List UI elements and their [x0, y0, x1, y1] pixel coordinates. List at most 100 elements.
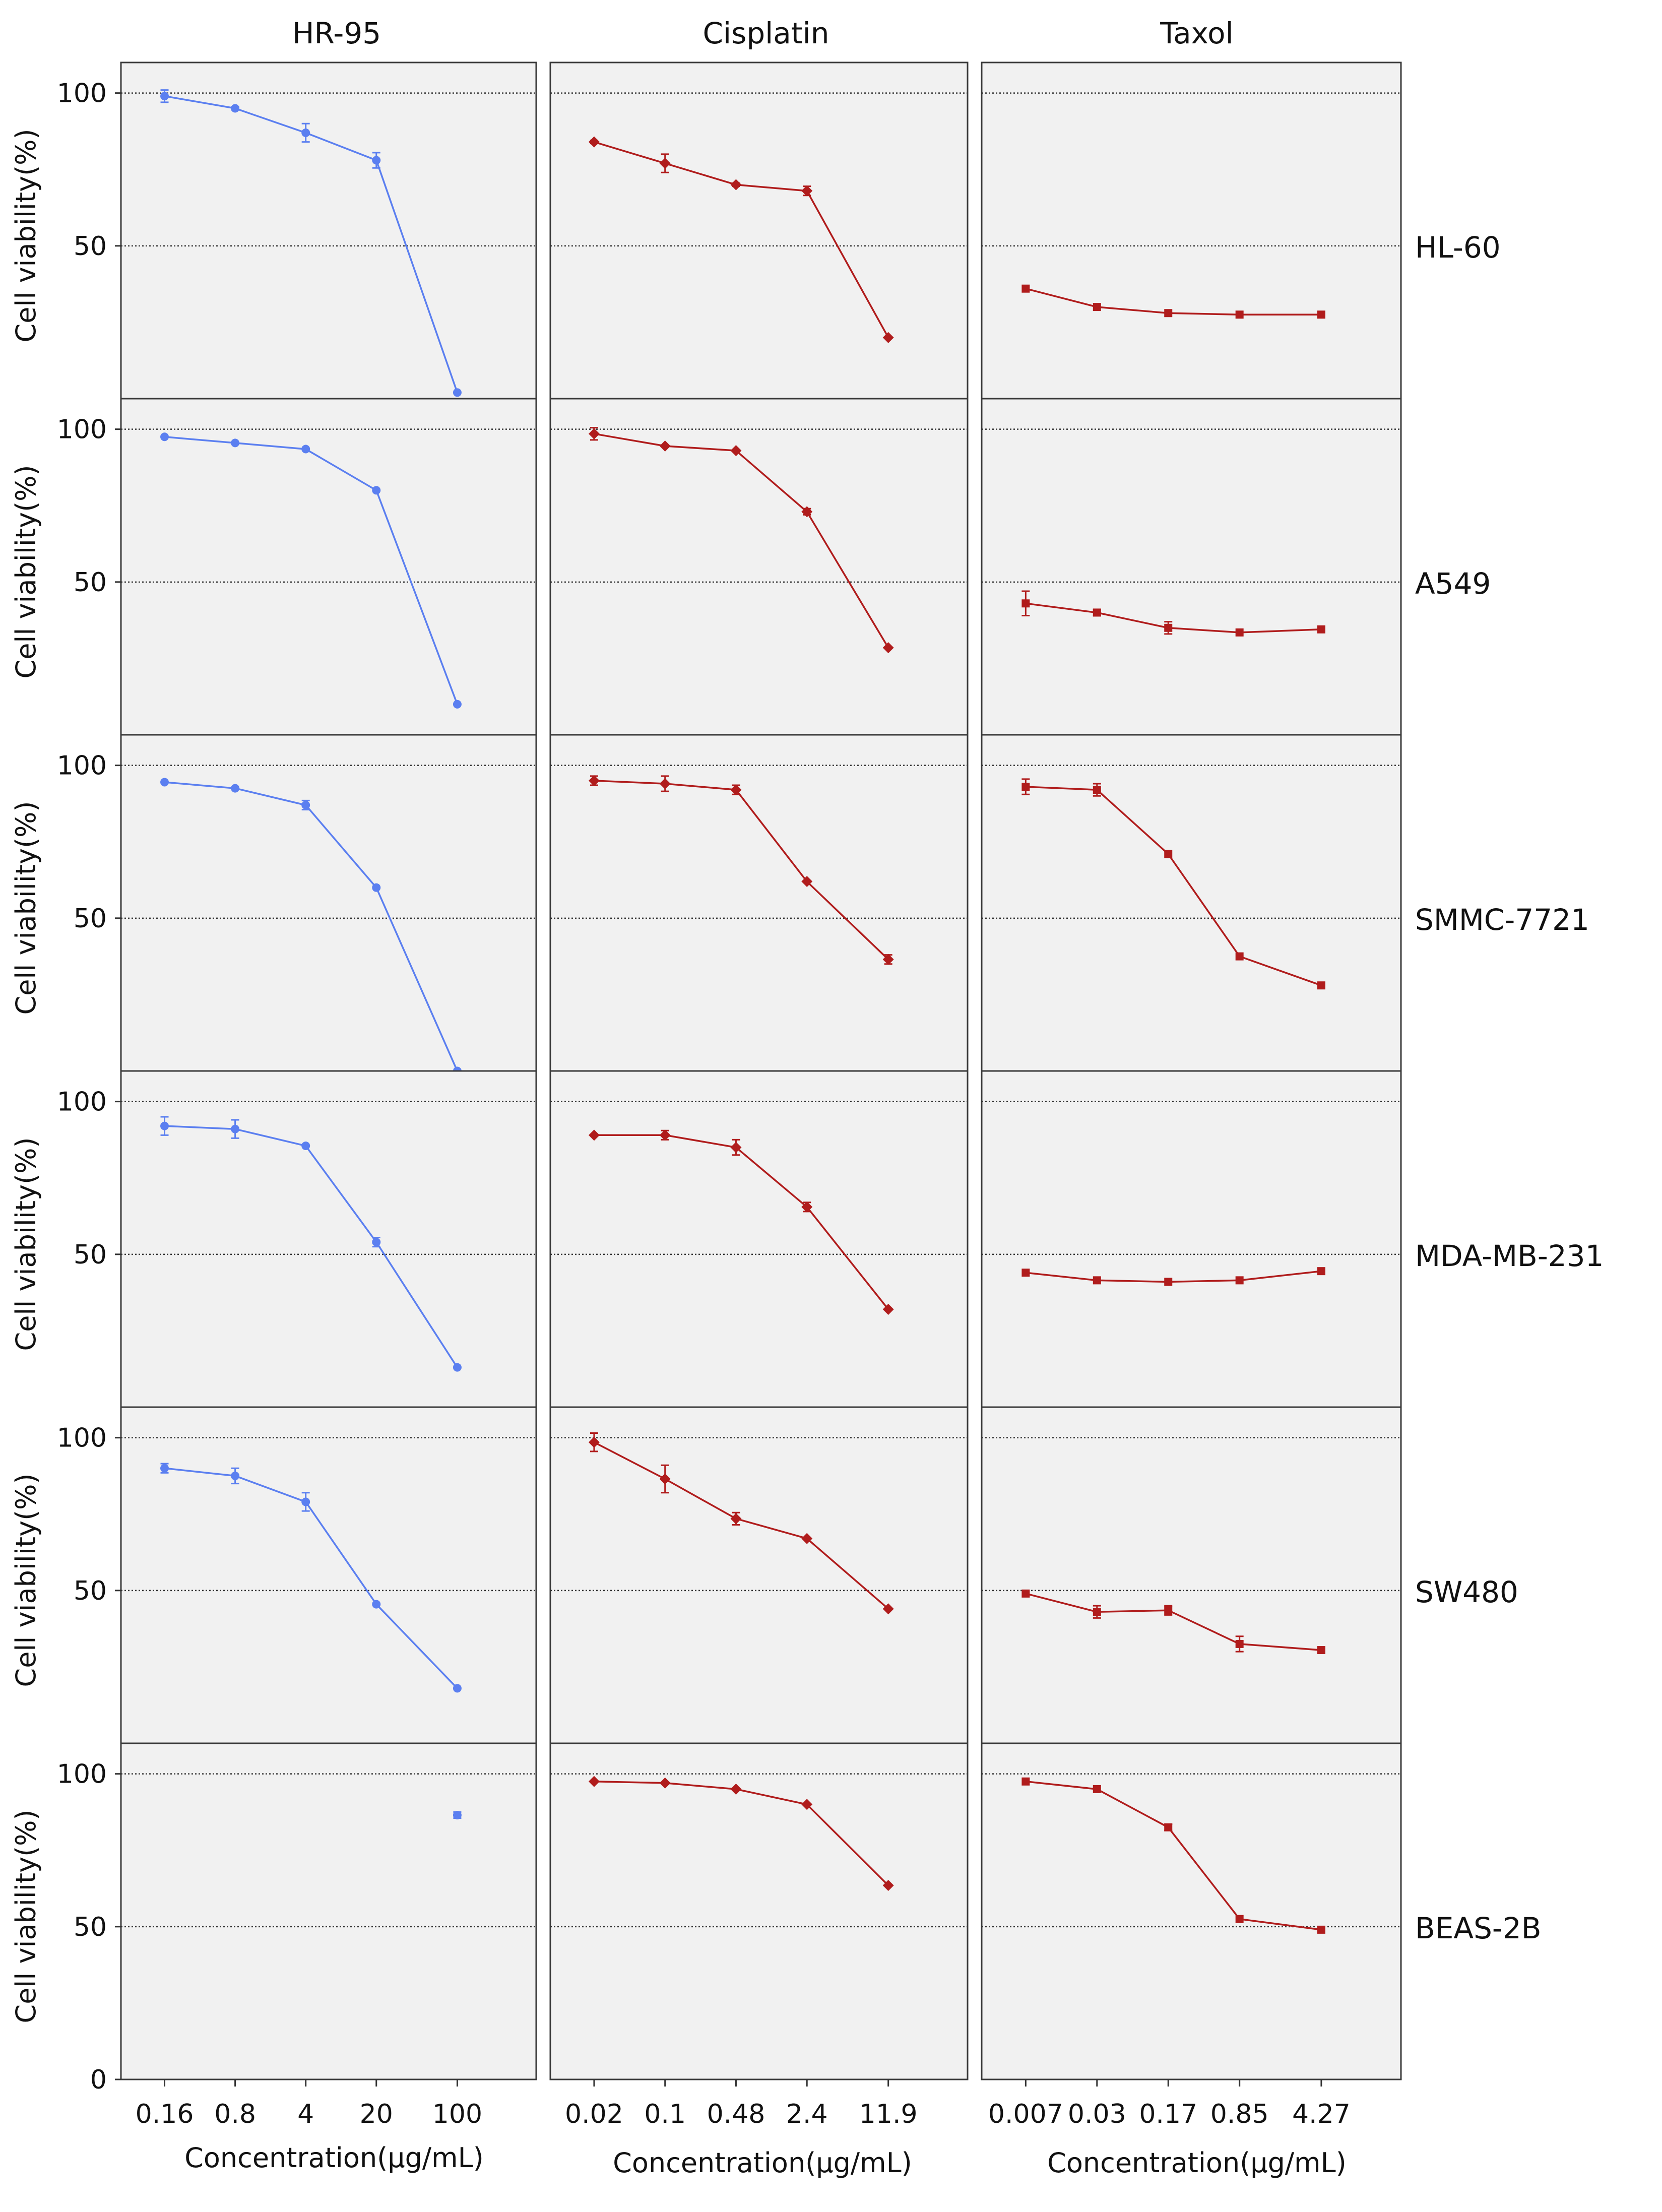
data-point	[1317, 625, 1325, 634]
panel-beas-2b-hr-95: 0 50 100	[57, 1742, 537, 2095]
panel-sw480-hr-95: 50 100	[57, 1406, 537, 1744]
panel-sw480-cisplatin	[549, 1406, 969, 1744]
row-label-hl-60: HL-60	[1415, 230, 1501, 265]
data-point	[588, 136, 600, 148]
panel-smmc-7721-cisplatin	[549, 734, 969, 1072]
data-point	[231, 438, 240, 448]
data-point	[1164, 850, 1173, 858]
y-axis-labels: Cell viability(%) Cell viability(%) Cell v…	[10, 129, 42, 2023]
data-point	[160, 1464, 169, 1473]
column-title-taxol: Taxol	[1160, 16, 1234, 50]
data-point	[1317, 1925, 1325, 1934]
row-label-smmc-7721: SMMC-7721	[1415, 903, 1589, 937]
panel-grid: 50 100 50 100 50 100 50 100 50 100 0 50 100	[57, 61, 1402, 2095]
y-tick-label: 50	[74, 1240, 107, 1270]
data-point	[372, 486, 381, 495]
data-point	[372, 156, 381, 165]
data-point	[659, 1129, 671, 1141]
x-tick-label: 0.48	[707, 2099, 765, 2129]
column-titles: HR-95 Cisplatin Taxol	[292, 16, 1234, 50]
data-point	[1235, 1915, 1244, 1923]
data-point	[453, 1810, 462, 1819]
y-tick-label: 100	[57, 79, 107, 109]
y-axis-label: Cell viability(%)	[10, 1137, 42, 1351]
y-tick-label: 50	[74, 231, 107, 262]
data-point	[1093, 303, 1101, 311]
x-tick-label: 11.9	[859, 2099, 918, 2129]
panel-frame	[981, 1742, 1402, 2080]
data-point	[301, 1497, 310, 1506]
x-tick-label: 4	[297, 2099, 314, 2129]
data-point	[231, 1471, 240, 1480]
data-point	[372, 1600, 381, 1609]
data-point	[588, 775, 600, 786]
data-point	[882, 1603, 894, 1615]
y-axis-label: Cell viability(%)	[10, 129, 42, 342]
data-point	[160, 778, 169, 787]
data-point	[730, 179, 742, 191]
y-tick-label: 100	[57, 751, 107, 781]
y-tick-label: 0	[90, 2065, 107, 2095]
panel-frame	[549, 61, 969, 400]
data-point	[453, 1363, 462, 1372]
data-point	[1021, 783, 1030, 791]
data-point	[1317, 310, 1325, 319]
y-tick-label: 100	[57, 1087, 107, 1117]
data-point	[1235, 1276, 1244, 1285]
x-tick-label: 0.16	[136, 2099, 194, 2129]
panel-a549-cisplatin	[549, 398, 969, 736]
data-point	[1021, 1269, 1030, 1277]
panel-hl-60-taxol	[981, 61, 1402, 400]
data-point	[453, 700, 462, 709]
data-point	[1235, 952, 1244, 961]
panel-hl-60-hr-95: 50 100	[57, 61, 537, 400]
y-axis-label: Cell viability(%)	[10, 465, 42, 678]
data-point	[453, 1684, 462, 1693]
panel-sw480-taxol	[981, 1406, 1402, 1744]
x-tick-label: 100	[432, 2099, 482, 2129]
data-point	[1021, 599, 1030, 608]
data-point	[730, 445, 742, 457]
x-tick-label: 2.4	[786, 2099, 828, 2129]
data-point	[1093, 1785, 1101, 1793]
row-label-sw480: SW480	[1415, 1575, 1518, 1609]
data-point	[588, 1436, 600, 1448]
x-tick-label: 4.27	[1292, 2099, 1351, 2129]
panel-frame	[981, 1070, 1402, 1408]
data-point	[301, 1142, 310, 1151]
panel-beas-2b-taxol	[981, 1742, 1402, 2080]
data-point	[1317, 1646, 1325, 1655]
panel-frame	[120, 398, 537, 736]
panel-frame	[120, 61, 537, 400]
data-point	[1021, 1777, 1030, 1786]
data-point	[801, 185, 813, 197]
y-tick-label: 100	[57, 415, 107, 445]
data-point	[801, 1799, 813, 1810]
x-tick-label: 0.17	[1139, 2099, 1197, 2129]
row-label-mda-mb-231: MDA-MB-231	[1415, 1239, 1604, 1273]
data-point	[160, 1121, 169, 1130]
y-axis-label: Cell viability(%)	[10, 1809, 42, 2023]
panel-mda-mb-231-taxol	[981, 1070, 1402, 1408]
data-point	[1317, 981, 1325, 990]
panel-frame	[120, 1070, 537, 1408]
data-point	[1235, 628, 1244, 637]
data-point	[659, 778, 671, 790]
data-point	[160, 92, 169, 101]
data-point	[1093, 1276, 1101, 1285]
x-tick-label: 0.03	[1068, 2099, 1126, 2129]
data-point	[1093, 1608, 1101, 1616]
data-point	[801, 1201, 813, 1213]
data-point	[588, 1776, 600, 1787]
data-point	[1164, 623, 1173, 632]
panel-frame	[549, 1406, 969, 1744]
panel-frame	[549, 1742, 969, 2080]
y-tick-label: 50	[74, 567, 107, 598]
x-tick-label: 0.007	[988, 2099, 1063, 2129]
data-point	[1093, 608, 1101, 617]
column-title-hr-95: HR-95	[292, 16, 381, 50]
panel-hl-60-cisplatin	[549, 61, 969, 400]
data-point	[882, 1879, 894, 1891]
panel-mda-mb-231-cisplatin	[549, 1070, 969, 1408]
